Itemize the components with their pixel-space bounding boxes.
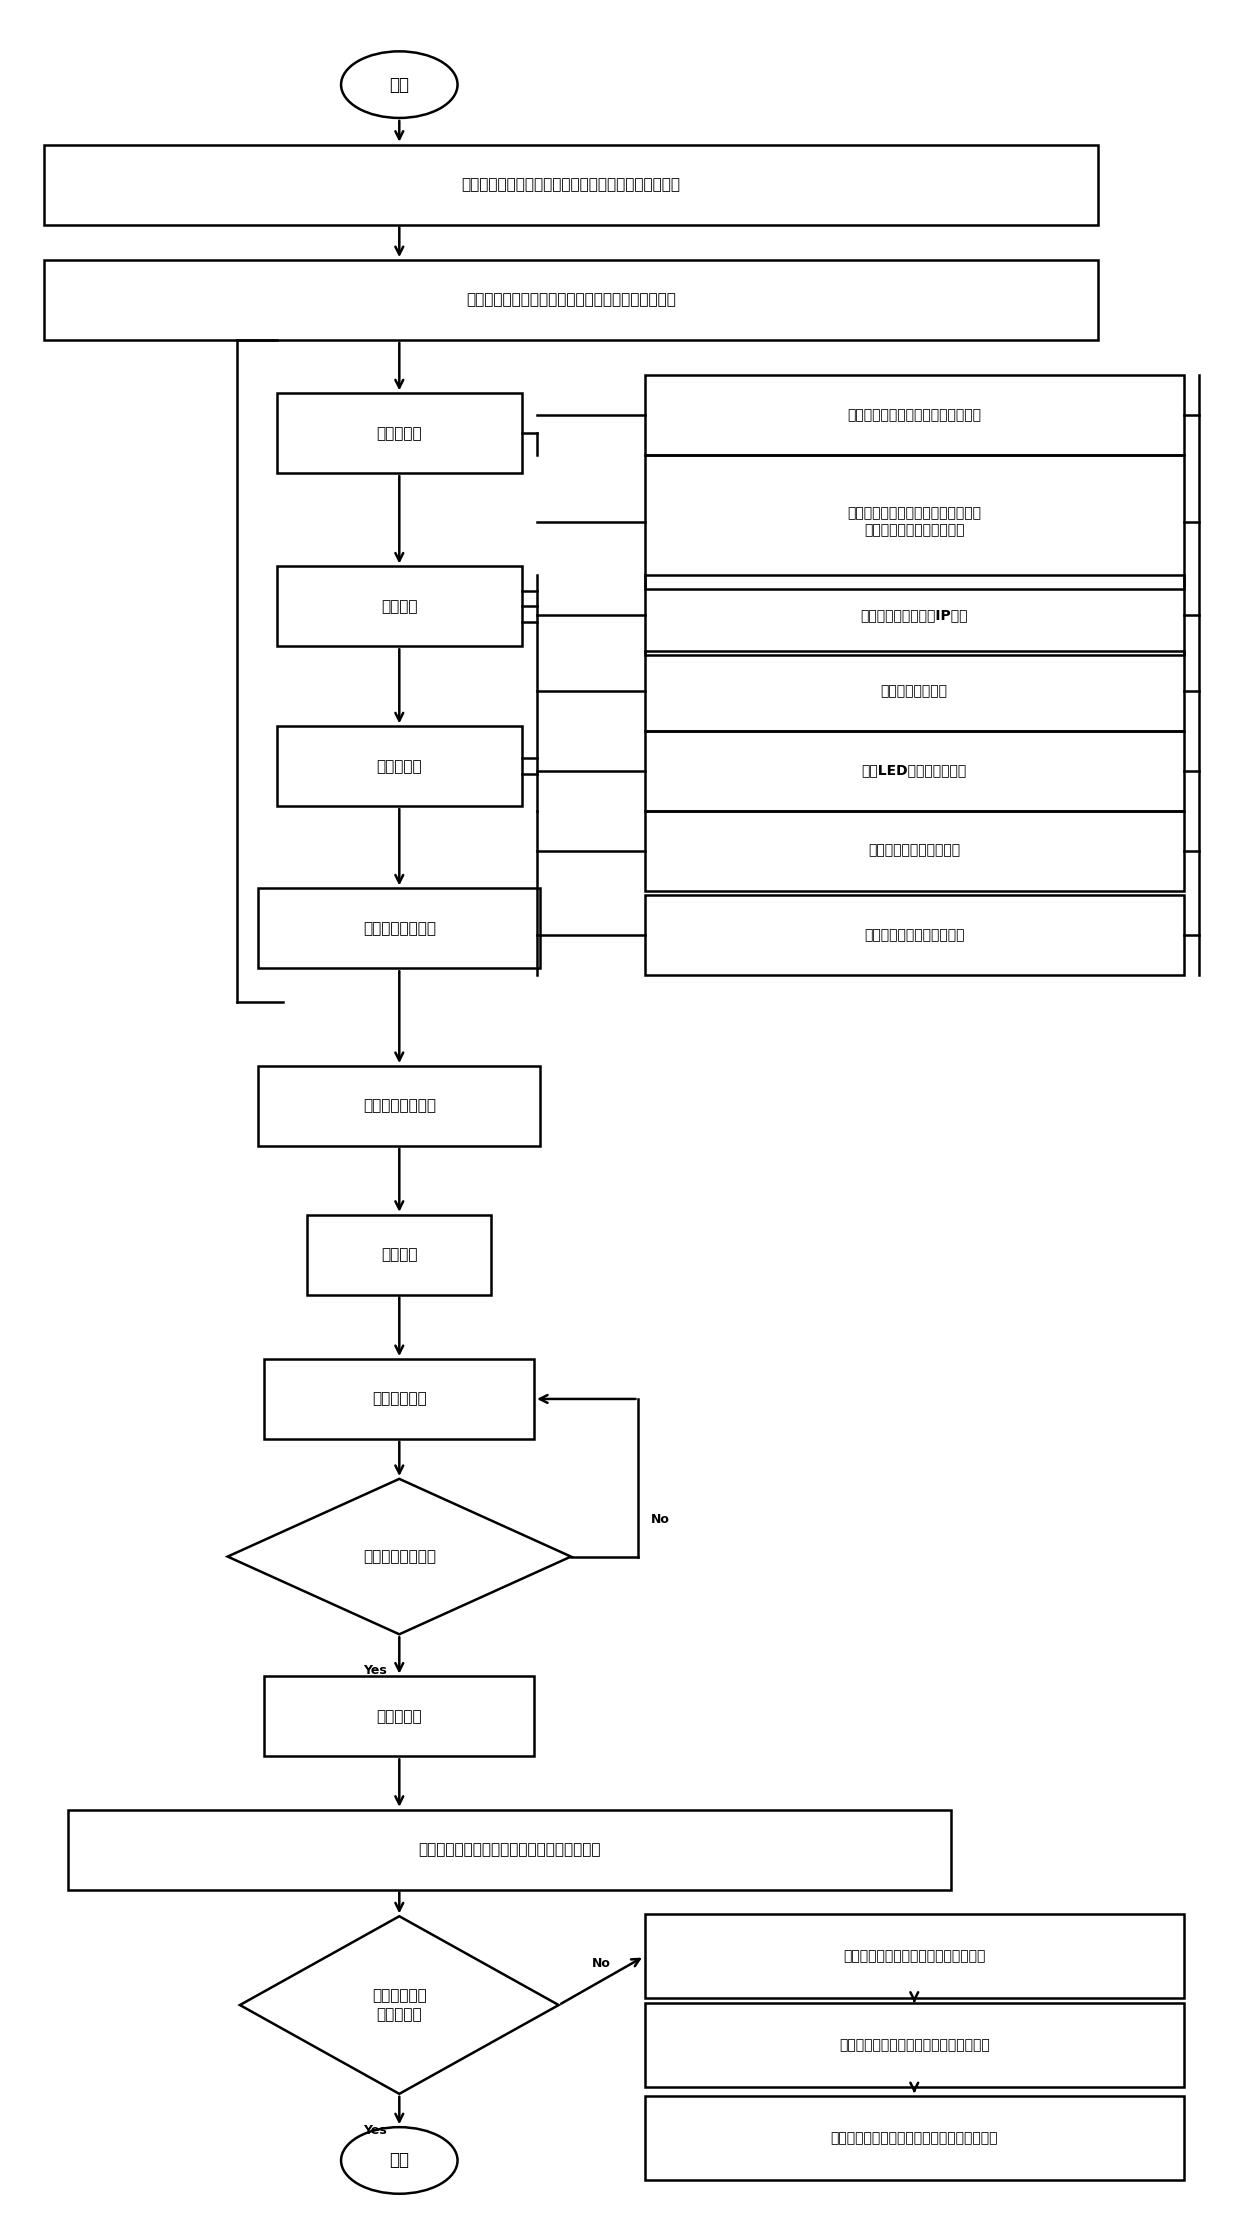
Text: 上传停车资源供求信息至交通管理中心: 上传停车资源供求信息至交通管理中心 xyxy=(843,1950,986,1964)
Text: Yes: Yes xyxy=(363,1664,387,1678)
Text: 操作员管理: 操作员管理 xyxy=(377,760,422,773)
Text: 设置LED显示屏硬件参数: 设置LED显示屏硬件参数 xyxy=(862,764,967,777)
Text: 岗中收费是否成功: 岗中收费是否成功 xyxy=(363,1548,435,1564)
Text: 根据实际情况设置出入口和岗中个数: 根据实际情况设置出入口和岗中个数 xyxy=(847,409,981,422)
Text: 车牌识别样本训练: 车牌识别样本训练 xyxy=(363,920,435,936)
Text: 停车场管理中心观察岗中信息或查询相关报表: 停车场管理中心观察岗中信息或查询相关报表 xyxy=(418,1843,601,1856)
Text: 增加新用户及其登陆密码: 增加新用户及其登陆密码 xyxy=(868,844,960,858)
Text: No: No xyxy=(651,1512,670,1526)
Text: 获得各路段到达未满停车场最佳行馶路线: 获得各路段到达未满停车场最佳行馶路线 xyxy=(839,2037,990,2053)
Text: Yes: Yes xyxy=(363,2125,387,2136)
Text: No: No xyxy=(593,1957,611,1970)
Text: 设置岗中收费机通信IP地址: 设置岗中收费机通信IP地址 xyxy=(861,608,968,623)
Text: 岗中设置: 岗中设置 xyxy=(381,599,418,614)
Text: 车辆停放: 车辆停放 xyxy=(381,1247,418,1262)
Text: 出口车牌识别: 出口车牌识别 xyxy=(372,1392,427,1407)
Text: 判断是否到停
止营业时间: 判断是否到停 止营业时间 xyxy=(372,1988,427,2022)
Text: 车牌识别车辆入场: 车牌识别车辆入场 xyxy=(363,1099,435,1113)
Text: 开道闸放行: 开道闸放行 xyxy=(377,1709,422,1725)
Text: 结束: 结束 xyxy=(389,2151,409,2169)
Text: 将最佳行馶路线发布到对应各路段的显示终端: 将最佳行馶路线发布到对应各路段的显示终端 xyxy=(831,2131,998,2145)
Text: 设置语音播放模式: 设置语音播放模式 xyxy=(880,684,947,697)
Text: 根据实际情况设置各个出入口地感线
圈、网络摄像机和道闸参数: 根据实际情况设置各个出入口地感线 圈、网络摄像机和道闸参数 xyxy=(847,507,981,538)
Text: 开始: 开始 xyxy=(389,76,409,94)
Text: 安装电脑、控制器、网络摄像机、地感线圈等硬件设施: 安装电脑、控制器、网络摄像机、地感线圈等硬件设施 xyxy=(461,176,681,192)
Text: 根据实际情况分配管理权限: 根据实际情况分配管理权限 xyxy=(864,927,965,943)
Text: 运行安装程序，安装停车场管理软件和岗中收费软件: 运行安装程序，安装停车场管理软件和岗中收费软件 xyxy=(466,293,676,308)
Text: 设置停车场: 设置停车场 xyxy=(377,427,422,440)
